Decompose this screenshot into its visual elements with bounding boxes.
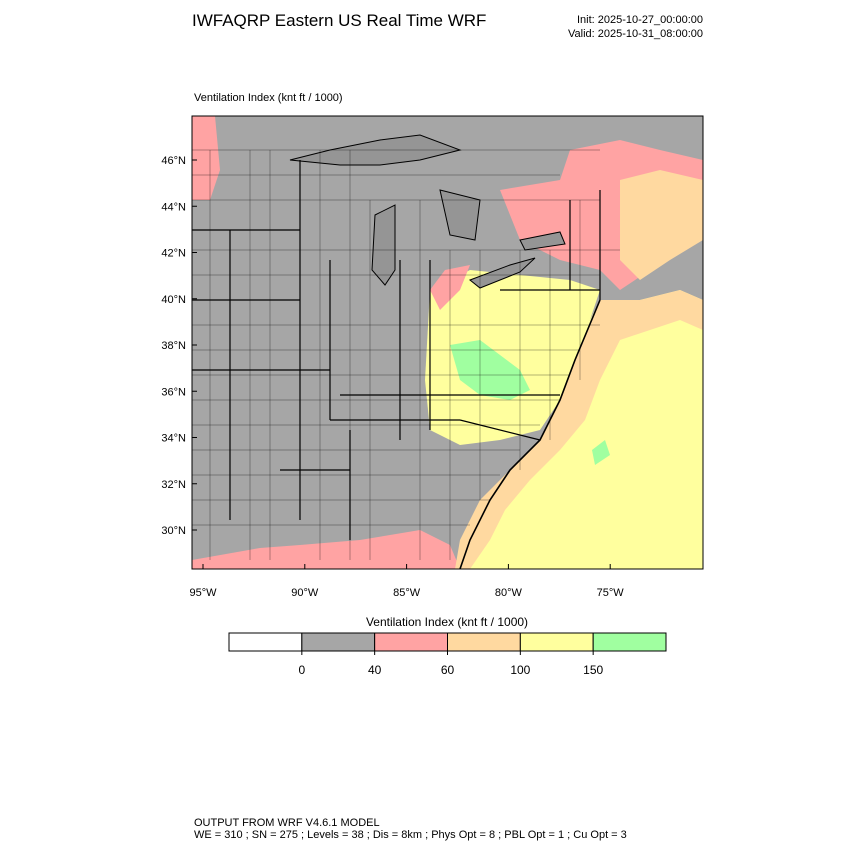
- colorbar-tick-label: 40: [368, 663, 382, 677]
- ocean: [460, 290, 703, 569]
- lat-label: 44°N: [161, 201, 186, 213]
- colorbar-title: Ventilation Index (knt ft / 1000): [366, 615, 528, 629]
- yellow-region: [425, 270, 600, 445]
- map: [191, 115, 704, 570]
- lat-label: 38°N: [161, 340, 186, 352]
- lon-label: 80°W: [495, 587, 523, 599]
- lake-erie: [469, 257, 536, 289]
- coast-band: [455, 290, 703, 569]
- lat-label: 46°N: [161, 155, 186, 167]
- title: IWFAQRP Eastern US Real Time WRF: [192, 11, 486, 30]
- green-region: [450, 340, 530, 400]
- colorbar-tick-label: 100: [510, 663, 530, 677]
- lon-label: 85°W: [393, 587, 421, 599]
- colorbar-box: [519, 632, 594, 652]
- colorbar-tick-label: 150: [583, 663, 603, 677]
- plot-label: Ventilation Index (knt ft / 1000): [194, 92, 343, 104]
- map-frame: [191, 115, 704, 570]
- northeast-orange: [620, 170, 703, 280]
- gulf-band: [192, 530, 460, 569]
- colorbar-box: [374, 632, 448, 652]
- colorbar-box: [301, 632, 376, 652]
- footer-line2: WE = 310 ; SN = 275 ; Levels = 38 ; Dis …: [194, 829, 627, 841]
- footer-line1: OUTPUT FROM WRF V4.6.1 MODEL: [194, 817, 380, 829]
- valid-time: Valid: 2025-10-31_08:00:00: [568, 28, 703, 40]
- colorbar-box: [447, 632, 521, 652]
- lat-label: 40°N: [161, 294, 186, 306]
- lat-label: 32°N: [161, 479, 186, 491]
- lon-label: 95°W: [189, 587, 217, 599]
- colorbar-box: [592, 632, 667, 652]
- colorbar-box: [228, 632, 303, 652]
- lat-label: 42°N: [161, 248, 186, 260]
- lon-label: 75°W: [597, 587, 625, 599]
- lat-label: 34°N: [161, 433, 186, 445]
- lake-michigan: [371, 204, 396, 286]
- northwest-band: [192, 116, 220, 200]
- lat-label: 36°N: [161, 386, 186, 398]
- lat-label: 30°N: [161, 525, 186, 537]
- colorbar-tick-label: 0: [298, 663, 305, 677]
- init-time: Init: 2025-10-27_00:00:00: [577, 14, 703, 26]
- county-grid: [192, 149, 620, 560]
- lake-huron: [439, 189, 481, 241]
- green-patch: [592, 440, 610, 465]
- lake-ontario: [519, 231, 566, 251]
- lon-label: 90°W: [291, 587, 319, 599]
- colorbar-tick-label: 60: [441, 663, 455, 677]
